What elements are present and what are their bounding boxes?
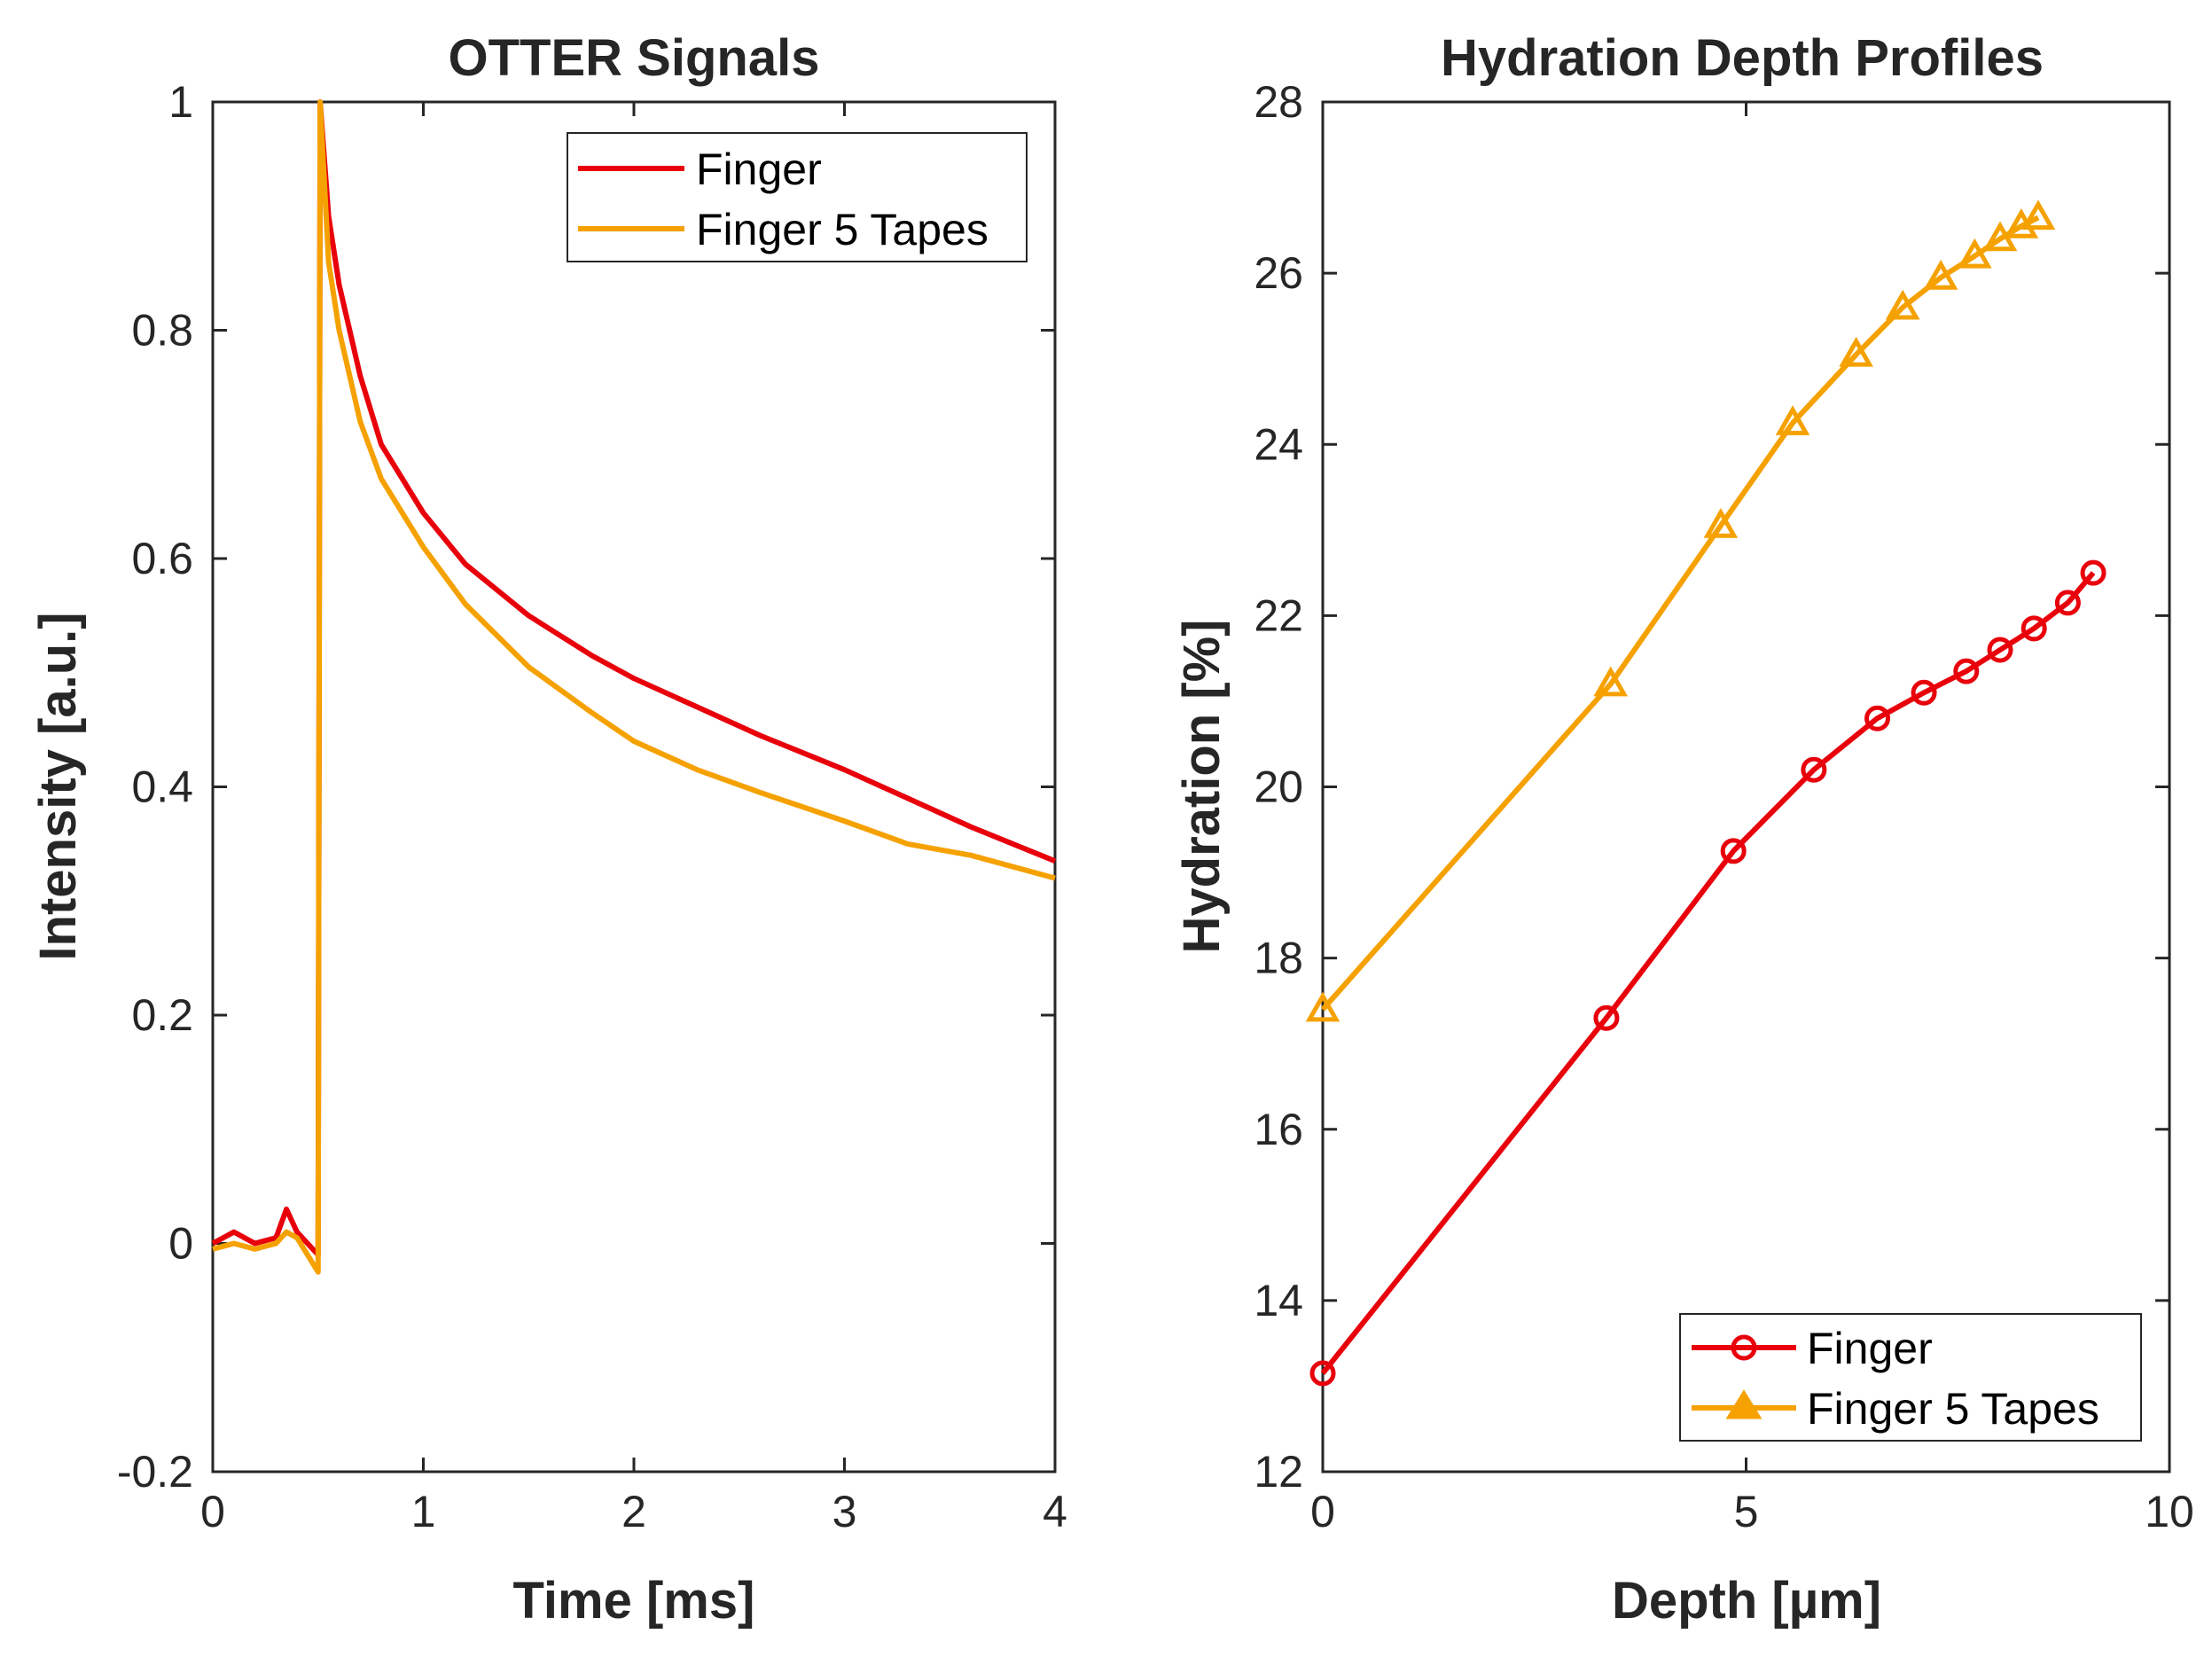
y-tick-label: -0.2: [117, 1447, 193, 1497]
data-point-marker: [1885, 289, 1920, 320]
x-tick-label: 2: [621, 1487, 646, 1536]
data-point-marker: [1987, 637, 2013, 663]
y-tick-label: 20: [1254, 762, 1303, 812]
y-tick-label: 12: [1254, 1447, 1303, 1497]
x-tick-label: 0: [1310, 1487, 1335, 1536]
x-tick-label: 10: [2145, 1487, 2194, 1536]
data-point-marker: [2021, 615, 2047, 642]
legend: Finger Finger 5 Tapes: [567, 132, 1028, 262]
data-point-marker: [2021, 199, 2056, 231]
chart-title: Hydration Depth Profiles: [1441, 29, 2044, 87]
y-tick-label: 18: [1254, 934, 1303, 983]
data-point-marker: [1593, 666, 1629, 697]
otter-signals-chart: 0 1 2 3 4-0.200.20.40.60.81 OTTER Signals Ti…: [29, 29, 1067, 1630]
data-point-marker: [1958, 238, 1992, 269]
data-point-marker: [1801, 756, 1827, 783]
plot-area-frame: [1321, 100, 2171, 1473]
x-tick-label: 4: [1043, 1487, 1067, 1536]
data-point-marker: [1309, 1360, 1336, 1387]
data-point-marker: [1923, 259, 1958, 290]
tick-labels: 0 5 10 12 14 16 18 20 22 24 26 28: [1254, 77, 2193, 1536]
legend-finger-label: Finger: [696, 145, 822, 194]
y-tick-label: 22: [1254, 590, 1303, 640]
data-point-marker: [1953, 658, 1980, 684]
series-line-finger: [1320, 571, 2096, 1375]
data-point-marker: [1720, 838, 1747, 864]
y-tick-label: 0.2: [131, 990, 193, 1040]
y-tick-label: 24: [1254, 419, 1303, 469]
legend-tapes-marker: [1725, 1389, 1763, 1419]
y-tick-label: 28: [1254, 77, 1303, 127]
x-tick-label: 1: [411, 1487, 436, 1536]
series-layer: [211, 99, 1057, 1275]
x-tick-label: 5: [1734, 1487, 1759, 1536]
x-axis-label: Time [ms]: [513, 1572, 755, 1630]
series-line-finger: [211, 99, 1057, 1258]
data-point-marker: [1703, 507, 1739, 538]
y-axis-label: Intensity [a.u.]: [29, 612, 87, 960]
hydration-depth-chart: 0 5 10 12 14 16 18 20 22 24 26 28 Hydration Depth P…: [1173, 29, 2194, 1630]
tick-labels: 0 1 2 3 4-0.200.20.40.60.81: [117, 77, 1067, 1536]
data-point-marker: [1775, 405, 1810, 435]
legend-finger-marker: [1731, 1334, 1757, 1361]
x-axis-label: Depth [µm]: [1612, 1572, 1881, 1630]
legend-tapes-label: Finger 5 Tapes: [1807, 1384, 2099, 1434]
y-tick-label: 0.8: [131, 306, 193, 356]
legend-tapes-label: Finger 5 Tapes: [696, 205, 989, 254]
data-point-marker: [1305, 991, 1340, 1022]
tick-marks: [211, 100, 1057, 1473]
chart-title: OTTER Signals: [449, 29, 820, 87]
series-line-finger-5-tapes: [212, 99, 1056, 1275]
y-tick-label: 16: [1254, 1105, 1303, 1154]
y-tick-label: 14: [1254, 1276, 1303, 1325]
legend-box: [1679, 1313, 2142, 1442]
data-point-marker: [1911, 679, 1937, 706]
y-tick-label: 0.4: [131, 762, 193, 812]
plot-area-frame: [211, 100, 1057, 1473]
x-tick-label: 0: [200, 1487, 225, 1536]
legend-box: [567, 132, 1028, 262]
data-point-marker: [2080, 559, 2106, 586]
y-tick-label: 0.6: [131, 534, 193, 583]
data-point-marker: [2054, 590, 2081, 616]
data-point-marker: [1864, 705, 1891, 731]
x-tick-label: 3: [832, 1487, 857, 1536]
y-tick-label: 26: [1254, 248, 1303, 298]
legend-finger-label: Finger: [1807, 1324, 1933, 1373]
y-tick-label: 1: [168, 77, 193, 127]
series-layer: [1305, 199, 2106, 1387]
legend: Finger Finger 5 Tapes: [1679, 1313, 2142, 1442]
y-tick-label: 0: [168, 1219, 193, 1269]
data-point-marker: [1593, 1004, 1620, 1031]
tick-marks: [1321, 100, 2171, 1473]
data-point-marker: [1839, 336, 1873, 367]
y-axis-label: Hydration [%]: [1173, 620, 1231, 954]
